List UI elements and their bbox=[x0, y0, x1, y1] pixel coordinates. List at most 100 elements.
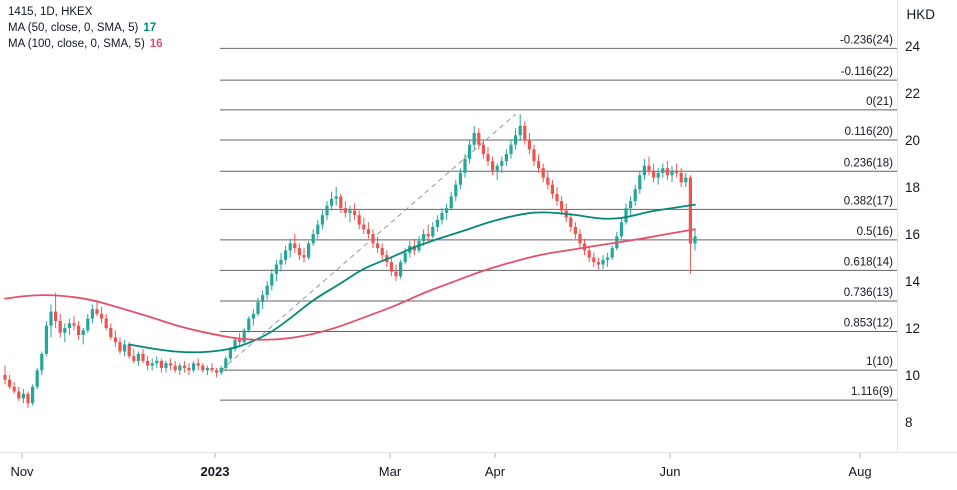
candle-body bbox=[17, 391, 21, 399]
price-tick-label: 18 bbox=[905, 180, 920, 195]
candle-body bbox=[592, 257, 596, 263]
candle-body bbox=[173, 365, 177, 371]
candle-body bbox=[95, 309, 99, 314]
price-tick-label: 12 bbox=[905, 321, 920, 336]
candle-body bbox=[362, 224, 366, 230]
candle-body bbox=[109, 328, 113, 338]
candle-body bbox=[54, 311, 58, 321]
candle-body bbox=[523, 125, 527, 140]
time-axis[interactable]: Nov 2023 Mar Apr Jun Aug bbox=[10, 453, 872, 479]
candle-body bbox=[224, 358, 228, 368]
candle-body bbox=[435, 219, 439, 227]
candle-body bbox=[550, 184, 554, 195]
candle-body bbox=[21, 393, 25, 399]
candle-body bbox=[661, 168, 665, 173]
candle-body bbox=[279, 259, 283, 265]
candle-body bbox=[619, 222, 623, 237]
candle-body bbox=[81, 330, 85, 336]
ma50-value: 17 bbox=[143, 22, 157, 34]
fib-retracement[interactable]: -0.236(24) -0.116(22) 0(21) 0.116(20) 0.236(… bbox=[220, 34, 897, 401]
candle-body bbox=[665, 168, 669, 176]
ma50-line[interactable] bbox=[128, 203, 696, 354]
candle-body bbox=[307, 243, 311, 258]
candle-body bbox=[90, 309, 94, 319]
candle-body bbox=[527, 140, 531, 150]
candle-body bbox=[270, 273, 274, 286]
candle-body bbox=[72, 323, 76, 326]
candle-body bbox=[320, 215, 324, 225]
candle-body bbox=[449, 196, 453, 209]
candle-body bbox=[67, 323, 71, 328]
candle-body bbox=[514, 135, 518, 145]
candle-body bbox=[633, 189, 637, 202]
candle-body bbox=[555, 194, 559, 202]
currency-label: HKD bbox=[906, 7, 935, 22]
candle-body bbox=[472, 132, 476, 145]
fib-level-label: -0.236(24) bbox=[840, 34, 893, 46]
candle-body bbox=[642, 165, 646, 176]
time-tick-label: Mar bbox=[379, 464, 402, 479]
price-tick-label: 20 bbox=[905, 133, 920, 148]
candle-body bbox=[394, 271, 398, 277]
candle-body bbox=[293, 243, 297, 249]
time-tick-label: Nov bbox=[10, 464, 34, 479]
candle-body bbox=[445, 208, 449, 213]
candle-body bbox=[684, 177, 688, 183]
price-tick-label: 22 bbox=[905, 86, 920, 101]
candle-body bbox=[371, 234, 375, 244]
candle-body bbox=[155, 360, 159, 364]
candle-body bbox=[458, 172, 462, 185]
candle-body bbox=[532, 149, 536, 162]
candle-body bbox=[679, 172, 683, 183]
candle-body bbox=[560, 201, 564, 211]
ma100-legend-row[interactable]: MA (100, close, 0, SMA, 5) 16 bbox=[8, 36, 163, 52]
ma50-legend-row[interactable]: MA (50, close, 0, SMA, 5) 17 bbox=[8, 20, 163, 36]
candle-body bbox=[261, 295, 265, 303]
candle-body bbox=[26, 393, 30, 404]
candle-body bbox=[104, 318, 108, 328]
candle-body bbox=[58, 320, 62, 333]
candle-body bbox=[136, 353, 140, 361]
candle-body bbox=[647, 165, 651, 171]
candle-body bbox=[196, 363, 200, 366]
candle-body bbox=[205, 367, 209, 371]
candle-body bbox=[343, 208, 347, 213]
candle-body bbox=[330, 198, 334, 206]
candle-body bbox=[403, 252, 407, 263]
fib-level-label: 0.116(20) bbox=[845, 126, 894, 138]
candle-body bbox=[132, 356, 136, 361]
candle-body bbox=[242, 330, 246, 343]
ma100-value: 16 bbox=[149, 38, 163, 50]
price-tick-label: 24 bbox=[905, 39, 921, 54]
candle-body bbox=[238, 339, 242, 343]
candle-body bbox=[169, 363, 173, 366]
price-tick-label: 16 bbox=[905, 227, 920, 242]
candle-body bbox=[638, 175, 642, 190]
candle-body bbox=[334, 196, 338, 199]
candle-body bbox=[509, 144, 513, 155]
candles-series bbox=[3, 114, 697, 408]
candle-body bbox=[422, 234, 426, 242]
candle-body bbox=[118, 342, 122, 352]
candle-body bbox=[127, 344, 131, 357]
fib-level-label: 0.736(13) bbox=[844, 287, 893, 299]
fib-trend-line[interactable] bbox=[220, 113, 516, 371]
time-tick-label: Apr bbox=[485, 464, 506, 479]
candle-body bbox=[159, 360, 163, 368]
candle-body bbox=[339, 196, 343, 209]
price-axis[interactable]: 24 22 20 18 16 14 12 10 8 bbox=[905, 39, 921, 430]
candle-body bbox=[63, 328, 67, 333]
symbol-title[interactable]: 1415, 1D, HKEX bbox=[8, 6, 93, 18]
ma100-line[interactable] bbox=[4, 228, 696, 341]
fib-level-label: -0.116(22) bbox=[841, 66, 893, 78]
time-tick-label: Aug bbox=[848, 464, 871, 479]
candle-body bbox=[380, 248, 384, 256]
candle-body bbox=[504, 154, 508, 162]
candle-body bbox=[587, 250, 591, 258]
candle-body bbox=[35, 370, 39, 387]
candle-body bbox=[288, 243, 292, 251]
candle-body bbox=[454, 184, 458, 197]
candle-body bbox=[431, 226, 435, 237]
